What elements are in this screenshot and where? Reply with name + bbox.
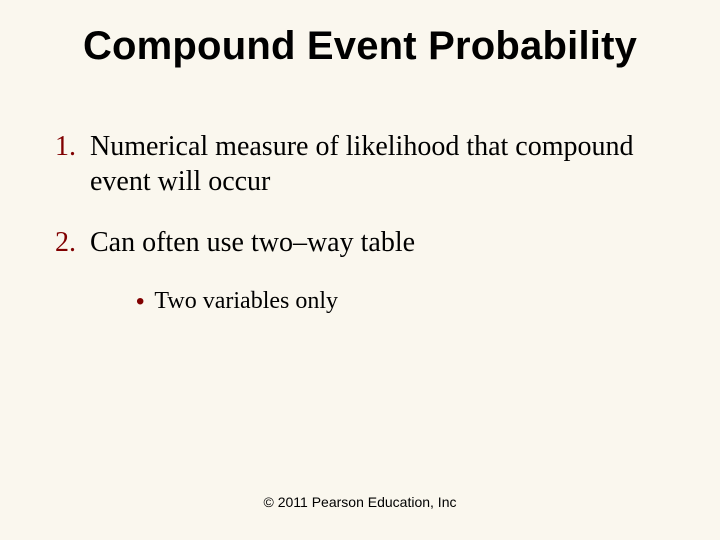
list-number-1: 1. <box>40 129 76 164</box>
slide-body: 1. Numerical measure of likelihood that … <box>0 69 720 317</box>
list-number-2: 2. <box>40 225 76 260</box>
list-item: 2. Can often use two–way table <box>40 225 680 260</box>
list-text-1: Numerical measure of likelihood that com… <box>90 129 680 199</box>
sub-list-item: • Two variables only <box>136 286 680 317</box>
list-item: 1. Numerical measure of likelihood that … <box>40 129 680 199</box>
bullet-icon: • <box>136 286 144 317</box>
slide-title: Compound Event Probability <box>0 0 720 69</box>
copyright-footer: © 2011 Pearson Education, Inc <box>0 494 720 510</box>
slide: Compound Event Probability 1. Numerical … <box>0 0 720 540</box>
sub-list-text: Two variables only <box>154 286 338 317</box>
list-text-2: Can often use two–way table <box>90 225 415 260</box>
